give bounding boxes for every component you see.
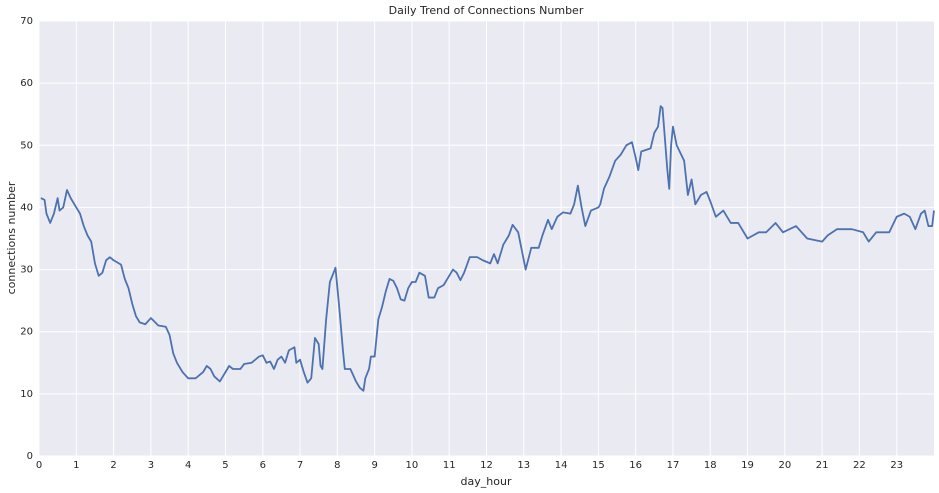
chart-title: Daily Trend of Connections Number [389,4,584,17]
x-tick-label: 14 [555,460,568,471]
y-tick-label: 10 [20,389,33,400]
x-tick-label: 16 [629,460,642,471]
x-tick-label: 4 [185,460,191,471]
x-tick-label: 0 [36,460,42,471]
x-tick-label: 8 [334,460,340,471]
x-tick-label: 23 [890,460,903,471]
x-tick-label: 13 [517,460,530,471]
x-tick-label: 20 [778,460,791,471]
x-axis-label: day_hour [461,475,512,488]
x-tick-label: 5 [222,460,228,471]
x-tick-label: 15 [592,460,605,471]
x-tick-label: 17 [667,460,680,471]
x-tick-label: 7 [297,460,303,471]
x-tick-label: 2 [110,460,116,471]
y-tick-label: 20 [20,327,33,338]
series-line [40,105,935,392]
x-tick-label: 3 [148,460,154,471]
x-tick-label: 1 [73,460,79,471]
x-tick-label: 21 [816,460,829,471]
y-tick-label: 70 [20,16,33,27]
x-tick-label: 12 [480,460,493,471]
x-tick-label: 9 [371,460,377,471]
x-tick-label: 18 [704,460,717,471]
x-tick-label: 6 [260,460,266,471]
x-tick-label: 10 [406,460,419,471]
y-tick-label: 50 [20,140,33,151]
x-tick-label: 22 [853,460,866,471]
y-tick-label: 30 [20,265,33,276]
y-axis-label: connections number [5,181,18,294]
y-tick-label: 60 [20,78,33,89]
y-tick-label: 0 [27,451,33,462]
x-tick-label: 11 [443,460,456,471]
y-tick-label: 40 [20,202,33,213]
x-tick-label: 19 [741,460,754,471]
